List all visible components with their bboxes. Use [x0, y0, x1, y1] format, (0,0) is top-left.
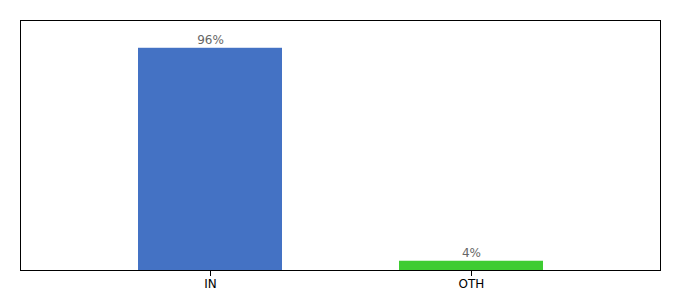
svg-text:4%: 4%	[462, 246, 481, 260]
svg-text:OTH: OTH	[459, 277, 485, 291]
svg-text:96%: 96%	[197, 33, 224, 47]
svg-text:IN: IN	[204, 277, 217, 291]
